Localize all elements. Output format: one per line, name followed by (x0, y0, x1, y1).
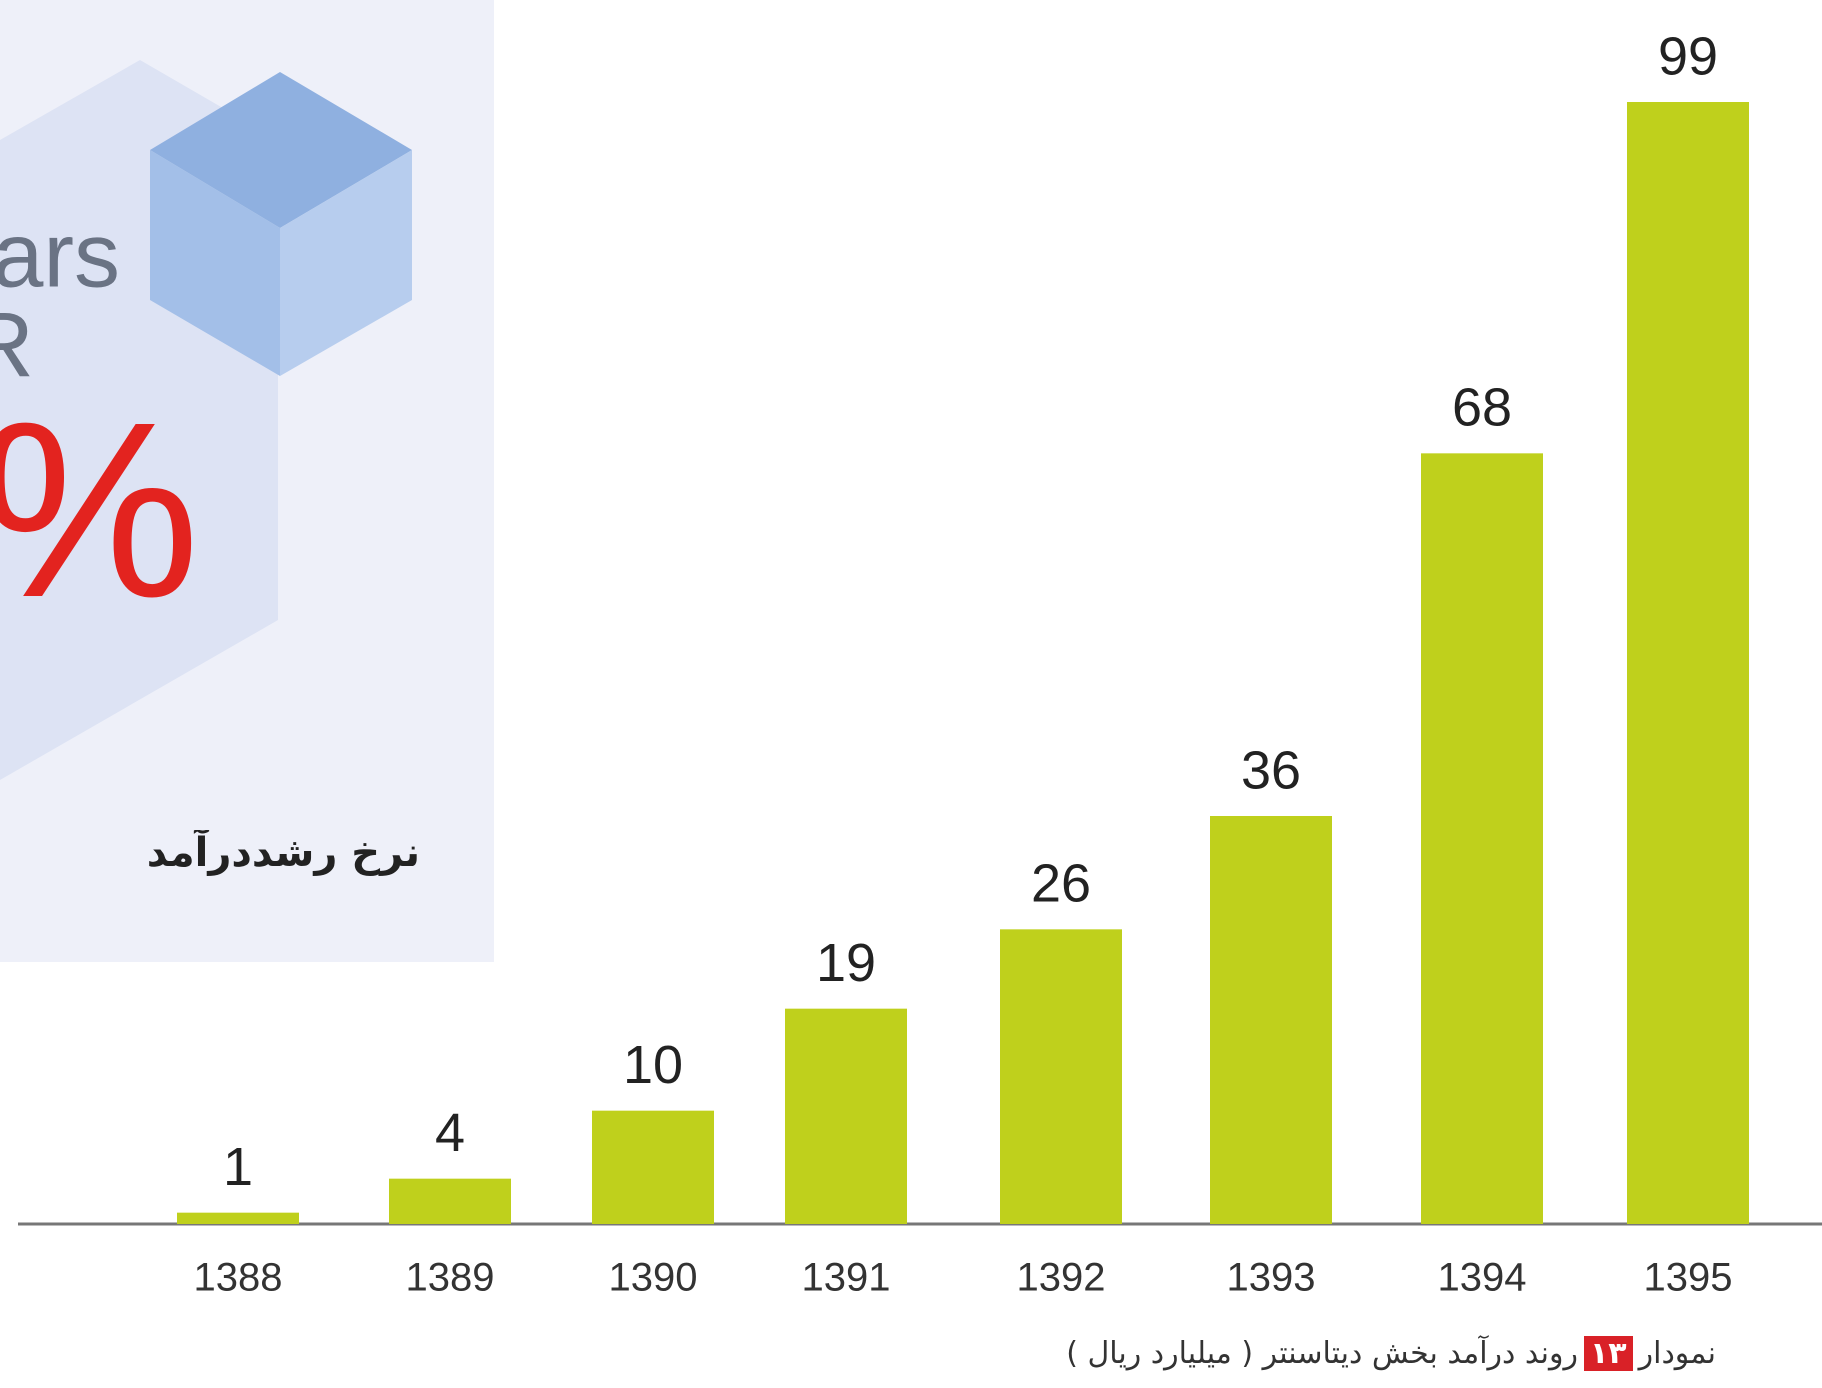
bar (785, 1008, 907, 1224)
caption-text: روند درآمد بخش دیتاسنتر ( میلیارد ریال ) (1066, 1336, 1578, 1371)
bar (389, 1178, 511, 1224)
cube-right (280, 150, 412, 376)
cube-top (150, 72, 412, 228)
caption-number: ۱۳ (1584, 1336, 1633, 1371)
cube-left (150, 150, 280, 376)
value-label: 99 (1658, 26, 1718, 86)
x-tick-label: 1394 (1438, 1256, 1527, 1300)
value-label: 26 (1031, 854, 1091, 914)
panel-line1: ars (0, 204, 120, 306)
value-label: 68 (1452, 378, 1512, 438)
x-tick-label: 1393 (1227, 1256, 1316, 1300)
value-label: 4 (435, 1103, 465, 1163)
bar (592, 1110, 714, 1224)
value-label: 36 (1241, 740, 1301, 800)
value-label: 10 (623, 1035, 683, 1095)
bar (1627, 102, 1749, 1224)
panel-line2: R (0, 294, 34, 396)
panel-big: 0% (0, 370, 200, 649)
chart-caption: نمودار۱۳روند درآمد بخش دیتاسنتر ( میلیار… (1066, 1336, 1716, 1371)
x-tick-label: 1389 (406, 1256, 495, 1300)
bar (177, 1212, 299, 1224)
panel-caption: نرخ رشددرآمد (146, 830, 420, 876)
caption-prefix: نمودار (1638, 1336, 1716, 1371)
x-tick-label: 1392 (1017, 1256, 1106, 1300)
bar (1421, 453, 1543, 1224)
value-label: 1 (223, 1137, 253, 1197)
x-tick-label: 1388 (194, 1256, 283, 1300)
value-label: 19 (816, 933, 876, 993)
x-tick-label: 1390 (609, 1256, 698, 1300)
bar (1210, 816, 1332, 1224)
bar (1000, 929, 1122, 1224)
x-tick-label: 1391 (802, 1256, 891, 1300)
x-tick-label: 1395 (1644, 1256, 1733, 1300)
